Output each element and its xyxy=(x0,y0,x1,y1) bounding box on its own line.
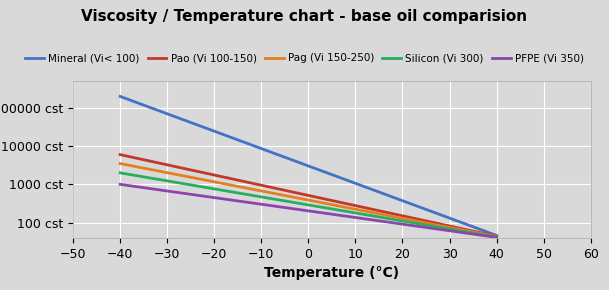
Silicon (Vi 300) xyxy=(116,171,124,175)
Pao (Vi 100-150) xyxy=(493,235,500,238)
PFPE (Vi 350) xyxy=(116,183,124,186)
Mineral (Vi< 100) xyxy=(493,234,500,237)
Mineral (Vi< 100) xyxy=(116,95,124,98)
Line: Silicon (Vi 300): Silicon (Vi 300) xyxy=(120,173,496,237)
Line: Pag (Vi 150-250): Pag (Vi 150-250) xyxy=(120,164,496,237)
X-axis label: Temperature (°C): Temperature (°C) xyxy=(264,266,400,280)
Text: Viscosity / Temperature chart - base oil comparision: Viscosity / Temperature chart - base oil… xyxy=(82,9,527,24)
Legend: Mineral (Vi< 100), Pao (Vi 100-150), Pag (Vi 150-250), Silicon (Vi 300), PFPE (V: Mineral (Vi< 100), Pao (Vi 100-150), Pag… xyxy=(21,49,588,68)
Pag (Vi 150-250) xyxy=(116,162,124,165)
Line: Mineral (Vi< 100): Mineral (Vi< 100) xyxy=(120,96,496,235)
PFPE (Vi 350) xyxy=(493,236,500,239)
Silicon (Vi 300) xyxy=(493,235,500,239)
Line: Pao (Vi 100-150): Pao (Vi 100-150) xyxy=(120,155,496,236)
Pag (Vi 150-250) xyxy=(493,235,500,238)
Line: PFPE (Vi 350): PFPE (Vi 350) xyxy=(120,184,496,238)
Pao (Vi 100-150) xyxy=(116,153,124,156)
